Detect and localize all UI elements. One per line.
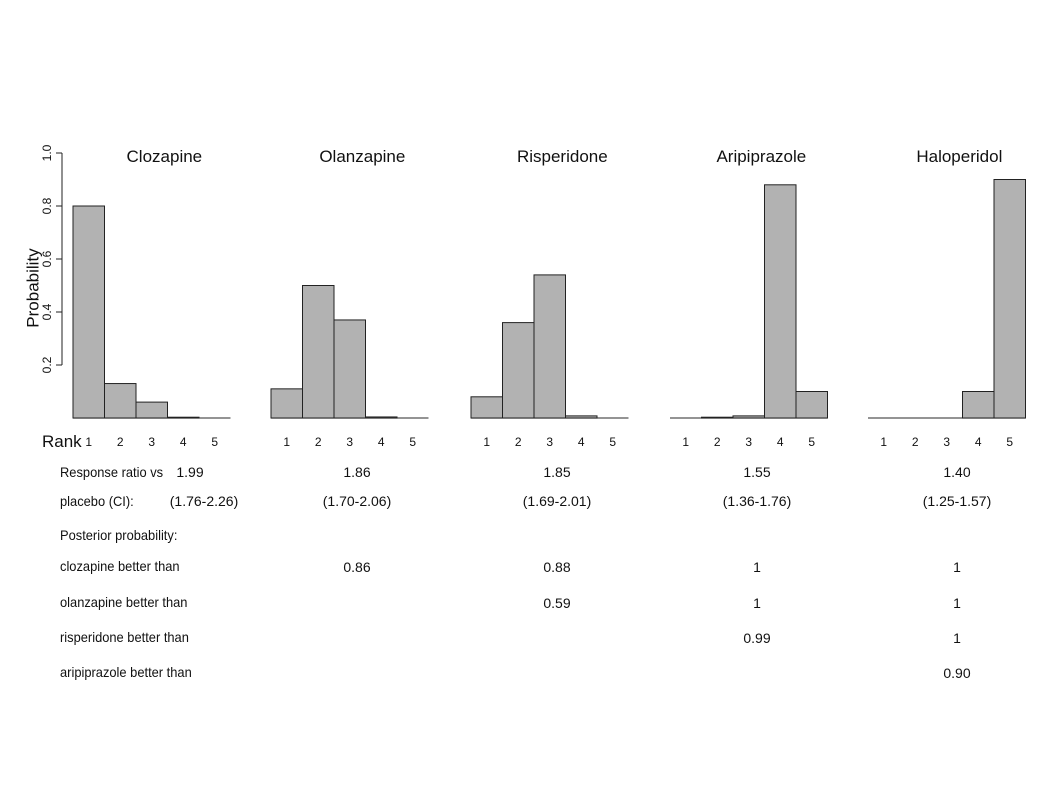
cell-clozapine-vs-risperidone: 0.88 — [543, 559, 571, 575]
y-tick-label: 0.6 — [40, 250, 54, 267]
x-tick-label: 5 — [1006, 435, 1013, 449]
bar-aripiprazole-rank-2 — [701, 416, 734, 419]
bar-clozapine-rank-4 — [167, 416, 200, 419]
panel-title-haloperidol: Haloperidol — [916, 147, 1002, 166]
x-tick-label: 4 — [180, 435, 187, 449]
x-tick-label: 1 — [85, 435, 92, 449]
ci-risperidone: (1.69-2.01) — [522, 493, 592, 509]
x-tick-label: 4 — [378, 435, 385, 449]
panel-title-olanzapine: Olanzapine — [319, 147, 405, 166]
y-tick-label: 0.2 — [40, 356, 54, 373]
x-tick-label: 3 — [745, 435, 752, 449]
cell-clozapine-vs-aripiprazole: 1 — [753, 559, 761, 575]
y-tick-label: 1.0 — [40, 144, 54, 161]
row-label-risperidone: risperidone better than — [60, 629, 189, 645]
x-tick-label: 3 — [546, 435, 553, 449]
cell-clozapine-vs-haloperidol: 1 — [953, 559, 961, 575]
y-tick-label: 0.8 — [40, 197, 54, 214]
ci-aripiprazole: (1.36-1.76) — [722, 493, 792, 509]
bar-clozapine-rank-3 — [135, 401, 168, 419]
bar-risperidone-rank-4 — [565, 415, 598, 419]
x-tick-label: 1 — [880, 435, 887, 449]
x-tick-label: 5 — [609, 435, 616, 449]
bar-clozapine-rank-2 — [104, 383, 137, 419]
bar-aripiprazole-rank-5 — [795, 391, 828, 419]
response-ratio-label-line2: placebo (CI): — [60, 493, 134, 509]
cell-olanzapine-vs-haloperidol: 1 — [953, 595, 961, 611]
x-tick-label: 1 — [283, 435, 290, 449]
bar-risperidone-rank-1 — [470, 396, 503, 419]
x-tick-label: 1 — [483, 435, 490, 449]
row-label-clozapine: clozapine better than — [60, 558, 180, 574]
response-ratio-label-line1: Response ratio vs — [60, 464, 164, 480]
bar-aripiprazole-rank-4 — [764, 184, 797, 419]
cell-clozapine-vs-olanzapine: 0.86 — [343, 559, 371, 575]
x-tick-label: 4 — [578, 435, 585, 449]
bar-risperidone-rank-2 — [502, 322, 535, 419]
bar-risperidone-rank-3 — [533, 274, 566, 419]
x-tick-label: 5 — [409, 435, 416, 449]
panel-title-aripiprazole: Aripiprazole — [716, 147, 806, 166]
x-tick-label: 1 — [682, 435, 689, 449]
posterior-heading: Posterior probability: — [60, 527, 178, 543]
bar-clozapine-rank-1 — [72, 205, 105, 419]
ci-olanzapine: (1.70-2.06) — [322, 493, 392, 509]
y-tick-label: 0.4 — [40, 303, 54, 320]
cell-olanzapine-vs-aripiprazole: 1 — [753, 595, 761, 611]
bar-olanzapine-rank-2 — [302, 285, 335, 419]
bar-olanzapine-rank-3 — [333, 319, 366, 419]
cell-risperidone-vs-aripiprazole: 0.99 — [743, 630, 771, 646]
x-tick-label: 4 — [975, 435, 982, 449]
ci-clozapine: (1.76-2.26) — [169, 493, 239, 509]
response-ratio-risperidone: 1.85 — [543, 464, 571, 480]
x-tick-label: 2 — [714, 435, 721, 449]
x-tick-label: 5 — [211, 435, 218, 449]
x-tick-label: 3 — [346, 435, 353, 449]
x-tick-label: 4 — [777, 435, 784, 449]
x-axis-title-rank: Rank — [42, 432, 82, 451]
bar-aripiprazole-rank-3 — [732, 415, 765, 419]
bar-olanzapine-rank-4 — [365, 416, 398, 419]
response-ratio-haloperidol: 1.40 — [943, 464, 971, 480]
x-tick-label: 2 — [912, 435, 919, 449]
x-tick-label: 5 — [808, 435, 815, 449]
response-ratio-aripiprazole: 1.55 — [743, 464, 771, 480]
cell-aripiprazole-vs-haloperidol: 0.90 — [943, 665, 971, 681]
panel-title-risperidone: Risperidone — [517, 147, 608, 166]
panel-title-clozapine: Clozapine — [127, 147, 203, 166]
row-label-aripiprazole: aripiprazole better than — [60, 664, 192, 680]
row-label-olanzapine: olanzapine better than — [60, 594, 188, 610]
response-ratio-olanzapine: 1.86 — [343, 464, 371, 480]
x-tick-label: 2 — [515, 435, 522, 449]
x-tick-label: 3 — [943, 435, 950, 449]
bar-haloperidol-rank-5 — [993, 179, 1026, 419]
ci-haloperidol: (1.25-1.57) — [922, 493, 992, 509]
bar-olanzapine-rank-1 — [270, 388, 303, 419]
bar-haloperidol-rank-4 — [962, 391, 995, 419]
y-axis-title: Probability — [23, 248, 42, 328]
response-ratio-clozapine: 1.99 — [176, 464, 204, 480]
cell-risperidone-vs-haloperidol: 1 — [953, 630, 961, 646]
x-tick-label: 3 — [148, 435, 155, 449]
x-tick-label: 2 — [117, 435, 124, 449]
x-tick-label: 2 — [315, 435, 322, 449]
cell-olanzapine-vs-risperidone: 0.59 — [543, 595, 571, 611]
